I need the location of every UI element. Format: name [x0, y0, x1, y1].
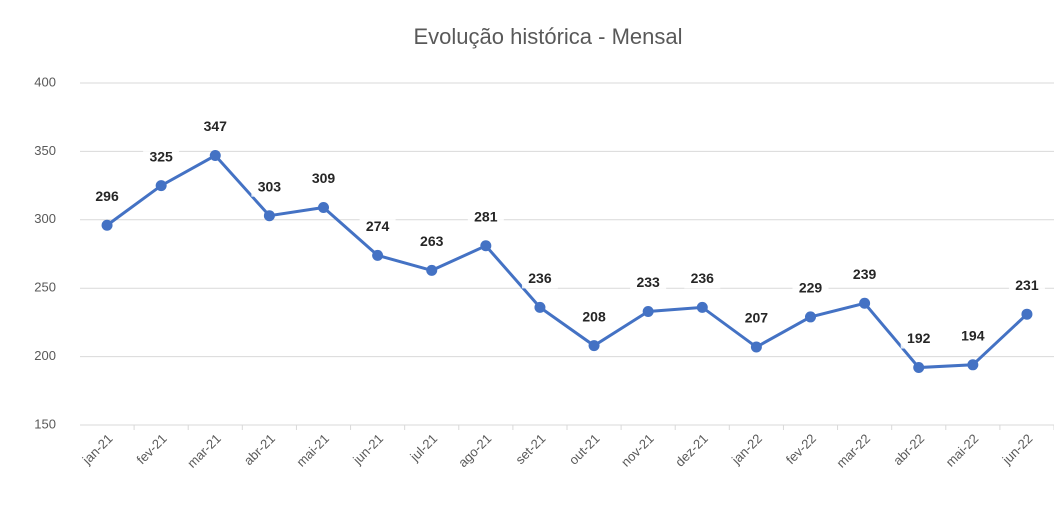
point — [696, 301, 708, 313]
point — [534, 301, 546, 313]
data-label: 208 — [582, 308, 606, 324]
point — [155, 180, 167, 192]
data-label: 207 — [745, 310, 769, 326]
data-label-bg — [143, 146, 180, 167]
data-label: 239 — [853, 266, 877, 282]
point — [426, 264, 438, 276]
x-tick-label: abr-22 — [890, 431, 927, 468]
data-label-bg — [738, 308, 775, 329]
data-label-bg — [792, 277, 829, 298]
chart-title: Evolução histórica - Mensal — [413, 24, 682, 49]
point — [263, 210, 275, 222]
point — [209, 150, 221, 162]
data-label: 231 — [1015, 277, 1039, 293]
point — [967, 359, 979, 371]
x-tick-label: mar-21 — [184, 431, 224, 471]
data-label-bg — [576, 306, 613, 327]
data-label-bg — [900, 328, 937, 349]
data-label: 274 — [366, 218, 390, 234]
point — [101, 219, 113, 231]
data-label-bg — [630, 272, 667, 293]
data-label-bg — [467, 206, 504, 227]
point — [913, 362, 925, 374]
x-tick-label: abr-21 — [241, 431, 278, 468]
data-label: 303 — [258, 178, 282, 194]
point — [750, 341, 762, 353]
data-label: 263 — [420, 233, 444, 249]
x-tick-label: jun-21 — [349, 431, 386, 468]
x-tick-label: out-21 — [566, 431, 603, 468]
point — [588, 340, 600, 352]
x-tick-label: jul-21 — [406, 431, 440, 465]
x-tick-label: jan-22 — [728, 431, 765, 468]
data-label: 233 — [636, 274, 660, 290]
data-label: 194 — [961, 328, 985, 344]
data-label: 229 — [799, 280, 823, 296]
point — [318, 201, 329, 213]
data-label: 309 — [312, 170, 336, 186]
x-tick-label: jun-22 — [999, 431, 1036, 468]
y-tick-label: 250 — [34, 280, 56, 295]
data-label-bg — [89, 186, 126, 207]
data-label-bg — [521, 268, 558, 289]
point — [1021, 308, 1033, 320]
point — [480, 240, 492, 252]
y-tick-label: 400 — [34, 74, 56, 89]
x-tick-label: fev-22 — [783, 431, 819, 467]
x-tick-label: mai-22 — [943, 431, 982, 470]
y-tick-label: 200 — [34, 348, 56, 363]
data-label: 192 — [907, 330, 931, 346]
x-tick-label: fev-21 — [134, 431, 170, 467]
data-label-bg — [846, 264, 883, 285]
data-label-bg — [1008, 275, 1045, 296]
data-label: 281 — [474, 208, 498, 224]
x-tick-label: nov-21 — [618, 431, 657, 470]
data-label-bg — [251, 176, 288, 197]
point — [372, 249, 384, 261]
x-tick-label: dez-21 — [672, 431, 711, 470]
x-tick-label: set-21 — [512, 431, 548, 467]
data-label-bg — [413, 231, 450, 252]
x-tick-label: jan-21 — [79, 431, 116, 468]
data-label-bg — [359, 216, 396, 237]
data-label-bg — [305, 168, 342, 189]
data-label-bg — [954, 325, 991, 346]
x-tick-label: mar-22 — [833, 431, 873, 471]
data-label: 347 — [204, 118, 228, 134]
x-tick-label: mai-21 — [293, 431, 332, 470]
data-label: 325 — [149, 148, 173, 164]
y-tick-label: 150 — [34, 416, 56, 431]
point — [859, 297, 871, 309]
data-label-bg — [197, 116, 234, 137]
x-tick-label: ago-21 — [455, 431, 494, 470]
point — [642, 305, 654, 317]
y-tick-label: 300 — [34, 211, 56, 226]
data-label: 296 — [95, 188, 119, 204]
data-label: 236 — [691, 270, 715, 286]
point — [805, 311, 816, 323]
line — [106, 153, 1028, 370]
data-label-bg — [684, 268, 721, 289]
data-label: 236 — [528, 270, 552, 286]
y-tick-label: 350 — [34, 143, 56, 158]
